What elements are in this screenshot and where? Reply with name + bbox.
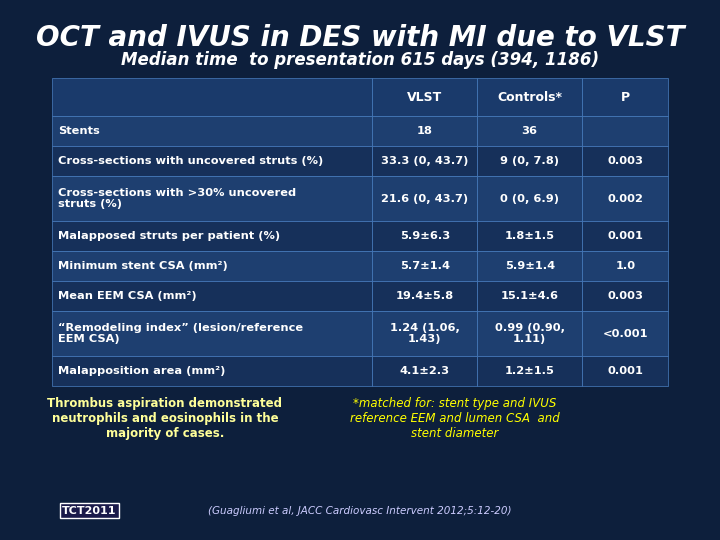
FancyBboxPatch shape: [52, 281, 372, 311]
Text: <0.001: <0.001: [603, 329, 648, 339]
Text: 1.2±1.5: 1.2±1.5: [505, 366, 554, 376]
Text: Mean EEM CSA (mm²): Mean EEM CSA (mm²): [58, 291, 197, 301]
FancyBboxPatch shape: [372, 356, 477, 386]
Text: 0.001: 0.001: [608, 231, 643, 241]
FancyBboxPatch shape: [582, 356, 668, 386]
FancyBboxPatch shape: [372, 281, 477, 311]
Text: 9 (0, 7.8): 9 (0, 7.8): [500, 156, 559, 166]
Text: VLST: VLST: [407, 91, 442, 104]
FancyBboxPatch shape: [52, 221, 372, 251]
Text: 19.4±5.8: 19.4±5.8: [396, 291, 454, 301]
Text: Controls*: Controls*: [497, 91, 562, 104]
FancyBboxPatch shape: [477, 116, 582, 146]
Text: 0 (0, 6.9): 0 (0, 6.9): [500, 194, 559, 204]
FancyBboxPatch shape: [477, 78, 582, 116]
Text: 0.001: 0.001: [608, 366, 643, 376]
FancyBboxPatch shape: [52, 116, 372, 146]
FancyBboxPatch shape: [477, 221, 582, 251]
Text: Thrombus aspiration demonstrated
neutrophils and eosinophils in the
majority of : Thrombus aspiration demonstrated neutrop…: [48, 397, 282, 440]
FancyBboxPatch shape: [52, 251, 372, 281]
Text: 15.1±4.6: 15.1±4.6: [500, 291, 559, 301]
FancyBboxPatch shape: [477, 311, 582, 356]
FancyBboxPatch shape: [477, 146, 582, 176]
Text: Malapposition area (mm²): Malapposition area (mm²): [58, 366, 225, 376]
FancyBboxPatch shape: [52, 78, 372, 116]
Text: Malapposed struts per patient (%): Malapposed struts per patient (%): [58, 231, 280, 241]
Text: 5.7±1.4: 5.7±1.4: [400, 261, 450, 271]
FancyBboxPatch shape: [582, 281, 668, 311]
FancyBboxPatch shape: [372, 221, 477, 251]
FancyBboxPatch shape: [582, 176, 668, 221]
FancyBboxPatch shape: [477, 176, 582, 221]
FancyBboxPatch shape: [477, 356, 582, 386]
Text: 1.0: 1.0: [615, 261, 635, 271]
Text: Median time  to presentation 615 days (394, 1186): Median time to presentation 615 days (39…: [121, 51, 599, 69]
Text: Minimum stent CSA (mm²): Minimum stent CSA (mm²): [58, 261, 228, 271]
Text: 5.9±6.3: 5.9±6.3: [400, 231, 450, 241]
FancyBboxPatch shape: [582, 116, 668, 146]
Text: “Remodeling index” (lesion/reference
EEM CSA): “Remodeling index” (lesion/reference EEM…: [58, 323, 303, 345]
FancyBboxPatch shape: [372, 176, 477, 221]
Text: TCT2011: TCT2011: [62, 505, 117, 516]
FancyBboxPatch shape: [582, 146, 668, 176]
FancyBboxPatch shape: [582, 221, 668, 251]
FancyBboxPatch shape: [582, 311, 668, 356]
Text: 18: 18: [417, 126, 433, 136]
Text: 0.003: 0.003: [607, 156, 643, 166]
FancyBboxPatch shape: [582, 251, 668, 281]
Text: 5.9±1.4: 5.9±1.4: [505, 261, 554, 271]
Text: 36: 36: [522, 126, 538, 136]
Text: 0.003: 0.003: [607, 291, 643, 301]
FancyBboxPatch shape: [477, 281, 582, 311]
FancyBboxPatch shape: [477, 251, 582, 281]
FancyBboxPatch shape: [372, 116, 477, 146]
FancyBboxPatch shape: [582, 78, 668, 116]
FancyBboxPatch shape: [372, 311, 477, 356]
Text: Stents: Stents: [58, 126, 99, 136]
FancyBboxPatch shape: [372, 78, 477, 116]
Text: 1.8±1.5: 1.8±1.5: [505, 231, 554, 241]
Text: 0.002: 0.002: [608, 194, 643, 204]
Text: OCT and IVUS in DES with MI due to VLST: OCT and IVUS in DES with MI due to VLST: [36, 24, 684, 52]
FancyBboxPatch shape: [372, 146, 477, 176]
Text: P: P: [621, 91, 630, 104]
FancyBboxPatch shape: [52, 176, 372, 221]
Text: Cross-sections with uncovered struts (%): Cross-sections with uncovered struts (%): [58, 156, 323, 166]
FancyBboxPatch shape: [52, 311, 372, 356]
Text: 21.6 (0, 43.7): 21.6 (0, 43.7): [381, 194, 468, 204]
Text: 33.3 (0, 43.7): 33.3 (0, 43.7): [381, 156, 469, 166]
Text: *matched for: stent type and IVUS
reference EEM and lumen CSA  and
stent diamete: *matched for: stent type and IVUS refere…: [349, 397, 559, 440]
Text: (Guagliumi et al, JACC Cardiovasc Intervent 2012;5:12-20): (Guagliumi et al, JACC Cardiovasc Interv…: [208, 505, 512, 516]
Text: 1.24 (1.06,
1.43): 1.24 (1.06, 1.43): [390, 323, 459, 345]
FancyBboxPatch shape: [52, 146, 372, 176]
FancyBboxPatch shape: [52, 356, 372, 386]
Text: 4.1±2.3: 4.1±2.3: [400, 366, 450, 376]
Text: Cross-sections with >30% uncovered
struts (%): Cross-sections with >30% uncovered strut…: [58, 188, 296, 210]
FancyBboxPatch shape: [372, 251, 477, 281]
Text: 0.99 (0.90,
1.11): 0.99 (0.90, 1.11): [495, 323, 564, 345]
